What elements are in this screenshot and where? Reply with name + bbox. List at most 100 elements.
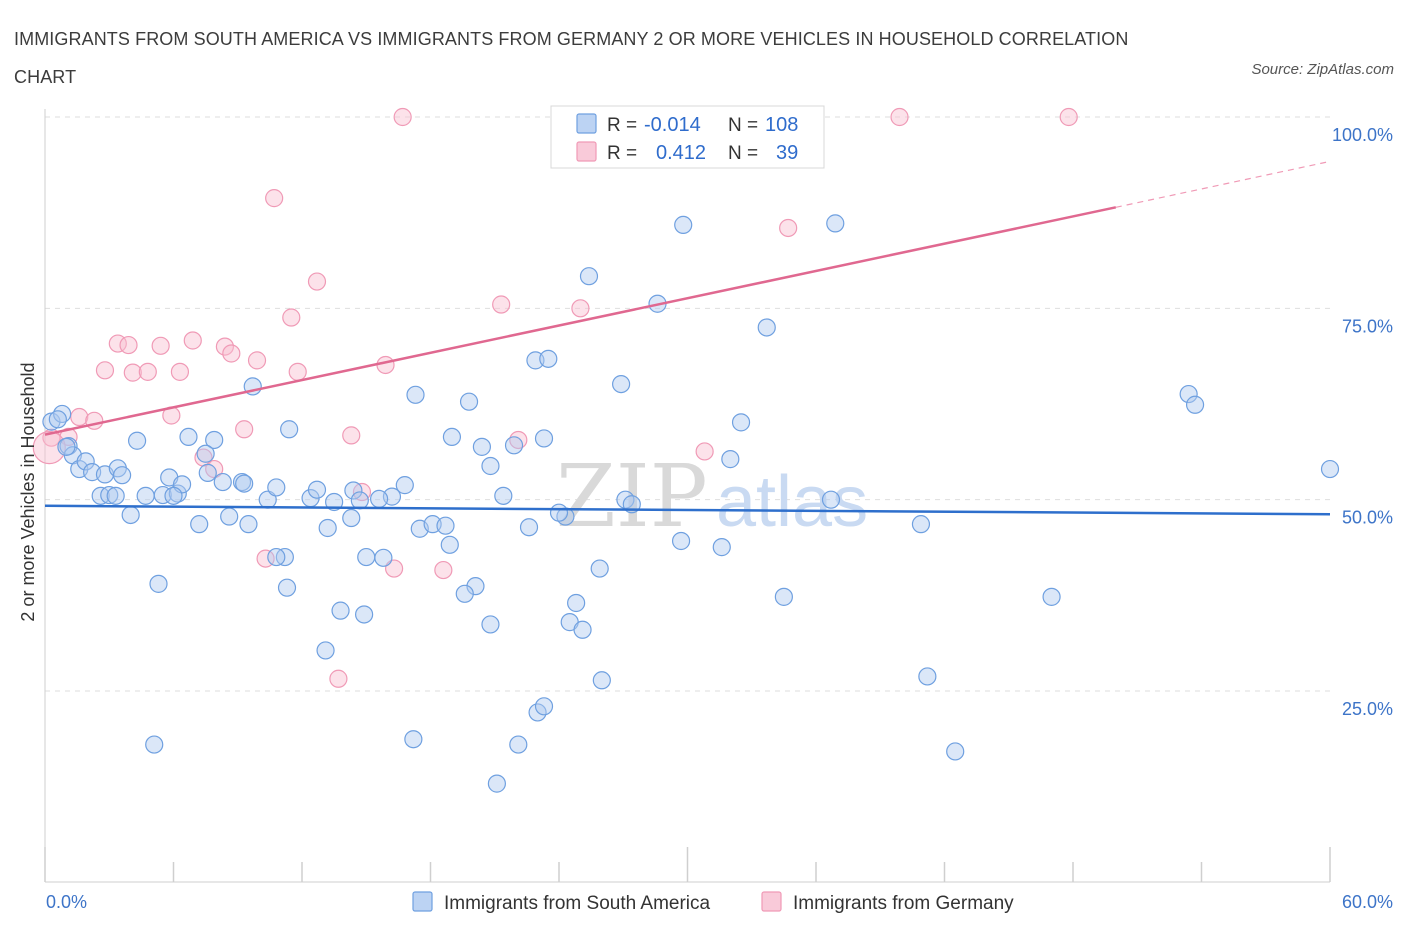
germany-point-20 bbox=[265, 189, 284, 208]
source-label: Source: ZipAtlas.com bbox=[1251, 61, 1394, 78]
south-america-point-75 bbox=[946, 742, 965, 761]
south-america-point-104 bbox=[48, 410, 67, 429]
south-america-point-29 bbox=[267, 478, 286, 497]
south-america-point-92 bbox=[404, 730, 423, 749]
legend-r-value-1: -0.014 bbox=[644, 114, 701, 136]
south-america-point-93 bbox=[355, 605, 374, 624]
south-america-point-85 bbox=[567, 593, 586, 613]
south-america-point-34 bbox=[325, 492, 344, 512]
germany-point-6 bbox=[119, 335, 138, 355]
south-america-point-58 bbox=[549, 503, 569, 522]
germany-point-15 bbox=[215, 337, 234, 356]
legend-r-label-2: R = bbox=[607, 143, 637, 164]
bottom-legend-label-south-america: Immigrants from South America bbox=[444, 893, 711, 914]
south-america-point-83 bbox=[487, 774, 506, 793]
south-america-point-38 bbox=[350, 491, 369, 510]
germany-point-38 bbox=[32, 431, 66, 465]
germany-point-35 bbox=[779, 218, 798, 238]
germany-point-27 bbox=[376, 355, 395, 375]
south-america-point-35 bbox=[318, 518, 337, 538]
south-america-point-72 bbox=[821, 490, 841, 509]
chart-title: IMMIGRANTS FROM SOUTH AMERICA VS IMMIGRA… bbox=[14, 29, 1129, 87]
germany-point-16 bbox=[222, 344, 241, 363]
south-america-point-22 bbox=[205, 430, 224, 450]
south-america-point-102 bbox=[235, 474, 254, 493]
trend-lines bbox=[44, 160, 1331, 516]
south-america-point-33 bbox=[307, 480, 327, 499]
south-america-point-23 bbox=[213, 472, 232, 492]
germany-point-34 bbox=[695, 442, 714, 461]
south-america-point-53 bbox=[519, 518, 539, 537]
bottom-legend-label-germany: Immigrants from Germany bbox=[793, 893, 1014, 914]
y-tick-label-1: 50.0% bbox=[1342, 508, 1393, 528]
trend-line-germany bbox=[44, 206, 1117, 436]
south-america-point-103 bbox=[164, 486, 183, 505]
germany-point-30 bbox=[434, 560, 453, 580]
south-america-point-88 bbox=[592, 671, 611, 690]
south-america-point-69 bbox=[757, 318, 776, 337]
bottom-legend-swatch-germany bbox=[761, 891, 782, 912]
bottom-legend-swatch-south-america bbox=[412, 891, 433, 912]
south-america-point-86 bbox=[573, 620, 592, 639]
y-tick-label-2: 75.0% bbox=[1342, 316, 1393, 336]
south-america-point-26 bbox=[239, 515, 258, 534]
germany-point-18 bbox=[247, 351, 267, 370]
south-america-point-91 bbox=[481, 615, 500, 634]
germany-point-8 bbox=[138, 362, 157, 381]
stats-legend: R = -0.014 N = 108 R = 0.412 N = 39 bbox=[550, 105, 825, 169]
germany-point-12 bbox=[183, 331, 202, 350]
germany-point-36 bbox=[890, 107, 909, 127]
axes bbox=[44, 109, 1331, 883]
south-america-point-100 bbox=[106, 486, 125, 505]
south-america-point-43 bbox=[406, 385, 425, 404]
legend-n-value-2: 39 bbox=[776, 142, 798, 164]
south-america-point-67 bbox=[721, 450, 740, 469]
south-america-point-82 bbox=[534, 697, 554, 716]
south-america-point-50 bbox=[481, 456, 500, 476]
south-america-point-95 bbox=[316, 641, 335, 660]
south-america-point-70 bbox=[774, 587, 793, 606]
south-america-point-77 bbox=[1179, 384, 1198, 404]
germany-point-24 bbox=[329, 669, 348, 688]
south-america-point-55 bbox=[539, 349, 558, 368]
legend-n-label-1: N = bbox=[728, 115, 758, 136]
south-america-point-11 bbox=[112, 466, 132, 485]
south-america-point-101 bbox=[196, 444, 215, 463]
south-america-point-13 bbox=[136, 486, 155, 505]
south-america-point-68 bbox=[731, 413, 751, 432]
south-america-point-98 bbox=[149, 574, 168, 593]
germany-point-23 bbox=[307, 272, 327, 291]
south-america-point-61 bbox=[616, 490, 635, 509]
south-america-point-78 bbox=[1185, 395, 1205, 414]
south-america-point-80 bbox=[509, 735, 528, 754]
south-america-point-24 bbox=[220, 507, 239, 526]
germany-point-9 bbox=[151, 336, 170, 355]
legend-r-label-1: R = bbox=[607, 115, 637, 136]
watermark-zip: ZIP bbox=[556, 447, 708, 547]
south-america-point-46 bbox=[440, 535, 459, 554]
watermark-atlas: atlas bbox=[716, 462, 868, 542]
south-america-point-79 bbox=[1320, 459, 1340, 479]
x-tick-label-1: 60.0% bbox=[1342, 892, 1393, 912]
watermark: ZIP atlas bbox=[556, 447, 868, 547]
south-america-point-9 bbox=[100, 485, 119, 505]
south-america-point-37 bbox=[344, 481, 363, 500]
south-america-point-59 bbox=[579, 267, 599, 286]
south-america-point-14 bbox=[127, 431, 147, 450]
south-america-point-21 bbox=[198, 463, 217, 482]
germany-point-25 bbox=[342, 426, 361, 445]
legend-n-value-1: 108 bbox=[765, 114, 798, 136]
south-america-point-42 bbox=[395, 476, 414, 495]
legend-r-value-2: 0.412 bbox=[656, 142, 706, 164]
legend-swatch-south-america bbox=[576, 113, 597, 134]
bottom-legend: Immigrants from South America Immigrants… bbox=[412, 891, 1014, 914]
germany-point-3 bbox=[85, 411, 104, 430]
trend-line-germany-extension bbox=[1115, 160, 1331, 208]
south-america-point-107 bbox=[370, 489, 389, 509]
south-america-point-5 bbox=[76, 452, 95, 471]
legend-swatch-germany bbox=[576, 141, 597, 162]
south-america-point-90 bbox=[455, 584, 474, 603]
south-america-point-47 bbox=[442, 427, 462, 447]
germany-point-11 bbox=[170, 362, 190, 381]
